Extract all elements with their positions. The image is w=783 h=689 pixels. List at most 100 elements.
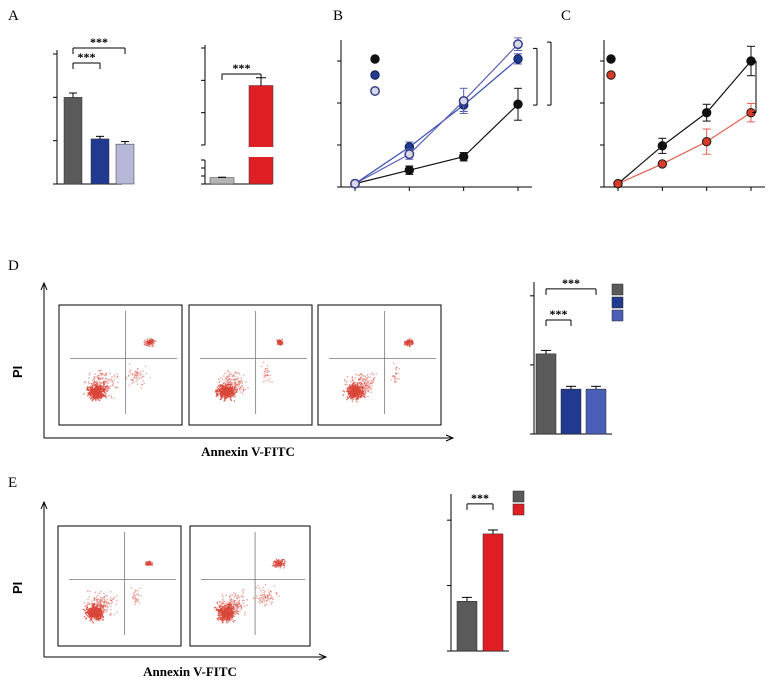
flow-dot xyxy=(102,599,104,601)
flow-dot xyxy=(108,387,111,390)
flow-plot xyxy=(188,304,313,426)
flow-dot xyxy=(260,596,262,599)
flow-dot xyxy=(231,384,233,386)
flow-dot xyxy=(219,391,221,393)
flow-dot xyxy=(352,390,354,392)
flow-dot xyxy=(263,589,265,591)
flow-dot xyxy=(245,381,247,383)
flow-dot xyxy=(94,393,97,396)
flow-dot xyxy=(225,376,227,379)
flow-dot xyxy=(349,388,351,390)
flow-dot xyxy=(358,382,360,385)
flow-dot xyxy=(283,567,285,569)
flow-dot xyxy=(403,342,406,344)
flow-dot xyxy=(225,383,227,386)
flow-dot xyxy=(100,392,102,394)
flow-dot xyxy=(91,612,93,614)
flow-dot xyxy=(104,596,106,598)
flow-dot xyxy=(349,395,351,398)
flow-dot xyxy=(136,593,138,595)
flow-dot xyxy=(228,392,230,394)
flow-dot xyxy=(231,616,234,619)
flow-dot xyxy=(243,599,245,601)
flow-dot xyxy=(260,600,262,602)
flow-dot xyxy=(356,392,359,394)
flow-dot xyxy=(241,382,244,384)
flow-dot xyxy=(103,597,105,599)
flow-dot xyxy=(224,614,226,616)
flow-dot xyxy=(348,393,350,395)
flow-dot xyxy=(134,601,136,603)
flow-dot xyxy=(363,381,365,383)
flow-dot xyxy=(92,382,95,384)
flow-dot xyxy=(221,395,224,398)
flow-dot xyxy=(130,379,133,381)
flow-dot xyxy=(96,383,98,385)
flow-dot xyxy=(97,388,99,390)
flow-dot xyxy=(97,615,99,618)
flow-dot xyxy=(230,608,232,611)
flow-dot xyxy=(89,394,92,396)
flow-dot xyxy=(231,394,234,397)
flow-dot xyxy=(221,614,223,616)
flow-dot xyxy=(231,375,233,377)
flow-dot xyxy=(233,612,235,614)
flow-dot xyxy=(225,609,227,611)
flow-dot xyxy=(96,617,99,619)
flow-dot xyxy=(89,396,91,398)
flow-dot xyxy=(103,387,106,389)
flow-dot xyxy=(89,398,92,400)
flow-dot xyxy=(93,617,95,619)
flow-dot xyxy=(94,392,96,394)
flow-dot xyxy=(225,605,227,608)
flow-dot xyxy=(96,397,99,399)
flow-dot xyxy=(103,394,106,396)
flow-dot xyxy=(91,393,93,396)
flow-dot xyxy=(104,378,107,380)
flow-dot xyxy=(367,380,369,383)
flow-dot xyxy=(101,391,103,393)
flow-dot xyxy=(221,391,223,393)
flow-dot xyxy=(231,594,233,596)
flow-dot xyxy=(228,616,230,619)
flow-dot xyxy=(364,387,366,389)
flow-dot xyxy=(223,400,225,402)
flow-dot xyxy=(91,386,94,388)
flow-dot xyxy=(226,388,229,390)
flow-dot xyxy=(237,606,239,609)
flow-dot xyxy=(132,380,134,383)
flow-dot xyxy=(96,386,98,388)
flow-dot xyxy=(236,388,239,390)
flow-dot xyxy=(367,376,369,378)
flow-dot xyxy=(357,379,360,381)
flow-dot xyxy=(99,617,101,619)
flow-dot xyxy=(354,392,356,394)
flow-dot xyxy=(354,384,356,386)
flow-dot xyxy=(149,338,151,340)
flow-dot xyxy=(143,375,145,377)
flow-dot xyxy=(350,397,352,400)
flow-dot xyxy=(347,397,349,399)
flow-dot xyxy=(99,606,102,608)
flow-dot xyxy=(361,393,363,395)
legend-D-swatch-1 xyxy=(611,296,624,309)
flow-dot xyxy=(406,342,408,344)
flow-dot xyxy=(353,397,355,399)
flow-dot xyxy=(364,381,367,383)
flow-dot xyxy=(364,394,366,396)
flow-dot xyxy=(357,392,359,394)
flow-dot xyxy=(89,603,91,605)
flow-dot xyxy=(96,392,98,394)
flow-dot xyxy=(360,394,362,396)
flow-dot xyxy=(272,564,275,566)
flow-dot xyxy=(284,562,286,565)
flow-dot xyxy=(354,381,356,384)
flow-dot xyxy=(131,373,134,375)
flow-dot xyxy=(350,381,352,383)
chart-e-bars: *** xyxy=(447,490,525,652)
flow-dot xyxy=(218,609,220,611)
flow-dot xyxy=(343,379,346,381)
flow-dot xyxy=(365,379,367,381)
flow-dot xyxy=(98,610,100,612)
point-B-2-2 xyxy=(458,95,469,106)
